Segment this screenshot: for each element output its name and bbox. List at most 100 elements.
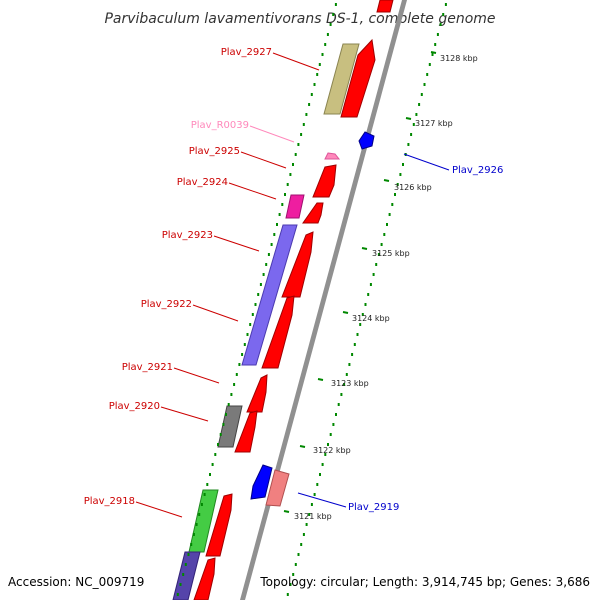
tick-3127: 3127 kbp: [405, 117, 453, 128]
ring-dot: [249, 323, 252, 326]
gene-label-2926: Plav_2926: [452, 165, 503, 176]
tick-3123: 3123 kbp: [317, 378, 369, 388]
ring-dot: [184, 563, 187, 566]
ring-dot: [335, 413, 337, 416]
tick-3121: 3121 kbp: [283, 510, 332, 521]
ring-dot: [227, 403, 230, 406]
gene-arrow-2924: [302, 202, 324, 224]
ring-dot: [308, 103, 311, 106]
tick-label: 3125 kbp: [372, 249, 410, 258]
ring-dot: [198, 513, 201, 516]
ring-dot: [372, 273, 375, 276]
ring-dot: [361, 313, 364, 316]
ring-dot: [367, 293, 370, 296]
ring-dot: [319, 473, 321, 476]
gene-label-2920: Plav_2920: [109, 401, 160, 412]
genome-backbone: [240, 0, 407, 600]
ring-dot: [233, 383, 236, 386]
ring-dot: [418, 103, 421, 106]
ring-dot: [351, 353, 354, 356]
ring-dot: [428, 63, 431, 66]
ring-dot: [241, 353, 244, 356]
ring-dot: [388, 213, 391, 216]
ring-dot: [302, 123, 305, 126]
ring-dot: [251, 313, 254, 316]
ring-dot: [195, 523, 198, 526]
cog-bar-2924: [285, 194, 305, 219]
cog-bar-bottom: [172, 551, 201, 600]
ring-dot: [284, 193, 286, 196]
ring-dot: [278, 213, 281, 216]
outer-dotted-ring: [286, 3, 447, 596]
ring-dot: [442, 13, 445, 16]
ring-dot: [316, 73, 319, 76]
ring-dot: [431, 53, 434, 56]
ring-dot: [426, 73, 429, 76]
ring-dot: [327, 443, 329, 446]
rna-arrow-R0039: [324, 152, 341, 160]
ring-dot: [399, 173, 402, 176]
ring-dot: [334, 3, 337, 6]
gene-label-2923: Plav_2923: [162, 230, 213, 241]
gene-arrow-2920: [234, 410, 258, 453]
ring-dot: [394, 193, 396, 196]
ring-dot: [391, 203, 394, 206]
ring-dot: [192, 533, 195, 536]
ring-dot: [434, 43, 437, 46]
topology-text: Topology: circular; Length: 3,914,745 bp…: [259, 575, 590, 589]
ring-dot: [209, 473, 211, 476]
ring-dot: [297, 553, 300, 556]
ring-dot: [297, 143, 300, 146]
ring-dot: [329, 433, 332, 436]
ring-dot: [324, 43, 327, 46]
ring-dot: [359, 323, 362, 326]
ring-dot: [369, 283, 372, 286]
reverse-strand-genes: [250, 131, 375, 507]
ring-dot: [305, 523, 308, 526]
gene-labels: Plav_2927 Plav_R0039 Plav_2925 Plav_2924…: [84, 47, 504, 513]
kbp-scale: 3128 kbp 3127 kbp 3126 kbp 3125 kbp 3124…: [283, 51, 478, 521]
gene-arrow-2926: [358, 131, 375, 150]
ring-dot: [340, 393, 343, 396]
ring-dot: [292, 163, 294, 166]
gene-label-2922: Plav_2922: [141, 299, 192, 310]
tick-3128: 3128 kbp: [430, 51, 478, 63]
accession-text: Accession: NC_009719: [8, 575, 144, 589]
ring-dot: [332, 423, 335, 426]
ring-dot: [289, 583, 292, 586]
tick-label: 3124 kbp: [352, 314, 390, 323]
ring-dot: [262, 273, 265, 276]
ring-dot: [380, 243, 383, 246]
tick-label: 3123 kbp: [331, 379, 369, 388]
ring-dot: [187, 553, 190, 556]
ring-dot: [302, 533, 305, 536]
ring-dot: [300, 543, 303, 546]
ring-dot: [281, 203, 284, 206]
ring-dot: [318, 63, 321, 66]
ring-dot: [439, 23, 442, 26]
gene-label-2921: Plav_2921: [122, 362, 173, 373]
tick-label: 3128 kbp: [440, 54, 478, 63]
ring-dot: [386, 223, 388, 226]
gene-arrow-top: [376, 0, 394, 13]
ring-dot: [332, 13, 335, 16]
tick-3122: 3122 kbp: [299, 445, 351, 455]
cog-bar-2918: [188, 489, 219, 553]
label-leader-lines: [135, 52, 450, 518]
ring-dot: [300, 133, 303, 136]
ring-dot: [348, 363, 351, 366]
ring-dot: [329, 23, 332, 26]
ring-dot: [214, 453, 217, 456]
gene-label-2927: Plav_2927: [221, 47, 272, 58]
ring-dot: [396, 183, 399, 186]
ring-dot: [375, 263, 378, 266]
tick-label: 3121 kbp: [294, 512, 332, 521]
ring-dot: [179, 583, 182, 586]
ring-dot: [217, 443, 219, 446]
ring-dot: [176, 593, 179, 596]
ring-dot: [265, 263, 268, 266]
ring-dot: [412, 123, 415, 126]
tick-label: 3127 kbp: [415, 119, 453, 128]
gene-label-2918: Plav_2918: [84, 496, 135, 507]
ring-dot: [402, 163, 404, 166]
